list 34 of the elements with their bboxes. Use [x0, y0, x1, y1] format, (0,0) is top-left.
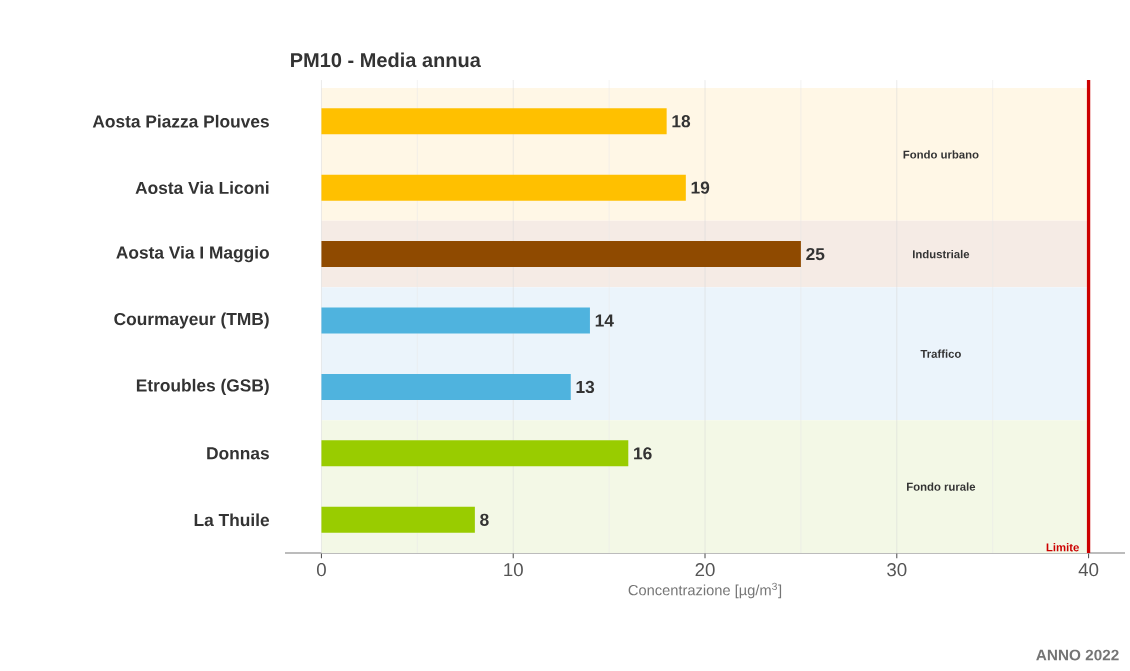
y-tick-label: Donnas	[207, 447, 269, 460]
chart-title: PM10 - Media annua	[291, 52, 481, 68]
bar	[321, 241, 801, 268]
bar	[321, 373, 571, 400]
text: ANNO 2022	[1036, 649, 1119, 661]
x-tick-label: 10	[504, 563, 523, 577]
x-tick-label: 40	[1078, 563, 1099, 577]
data-label: 16	[634, 447, 652, 460]
data-label: 19	[691, 181, 710, 194]
bar	[321, 174, 686, 201]
band-label: Fondo urbano	[903, 150, 979, 159]
y-tick-label: Courmayeur (TMB)	[114, 312, 269, 329]
bar	[321, 506, 475, 533]
band-label: Traffico	[920, 349, 961, 358]
data-label: 18	[672, 115, 691, 128]
bar	[321, 108, 667, 135]
data-label: 25	[806, 247, 825, 261]
bar	[321, 307, 590, 334]
data-label: 13	[576, 380, 595, 394]
y-tick-label: Etroubles (GSB)	[136, 378, 269, 396]
x-tick-label: 20	[695, 563, 715, 577]
bar	[321, 440, 629, 467]
data-label: 14	[595, 314, 614, 327]
y-tick-label: La Thuile	[194, 513, 270, 527]
y-tick-label: Aosta Via I Maggio	[116, 245, 269, 263]
band-label: Industriale	[913, 249, 970, 259]
x-tick-label: 30	[887, 563, 907, 577]
data-label: 8	[480, 513, 489, 526]
x-axis-title: Concentrazione [µg/m$^{3}$]	[628, 582, 782, 599]
band-label: Fondo rurale	[907, 482, 976, 491]
ref-line-label: Limite	[1046, 543, 1079, 552]
x-tick-label: 0	[316, 563, 326, 577]
y-tick-label: Aosta Piazza Plouves	[92, 114, 269, 128]
y-tick-label: Aosta Via Liconi	[135, 181, 269, 195]
